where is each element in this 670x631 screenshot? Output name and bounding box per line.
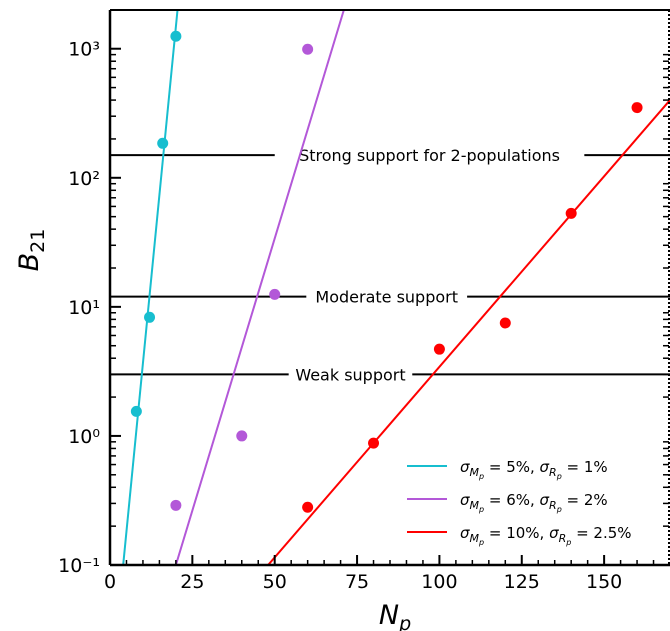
data-point	[157, 137, 169, 149]
data-points	[130, 30, 643, 513]
legend: σMp = 5%, σRp = 1% σMp = 6%, σRp = 2% σMp …	[407, 458, 632, 547]
fit-line	[174, 10, 345, 565]
data-point	[269, 288, 281, 300]
x-tick-label: 0	[104, 571, 116, 593]
data-point	[144, 311, 156, 323]
data-point	[302, 43, 314, 55]
threshold-label: Weak support	[295, 365, 405, 384]
data-point	[499, 317, 511, 329]
y-tick-label: 10²	[68, 168, 100, 190]
threshold-lines: Strong support for 2-populations Moderate…	[110, 146, 670, 384]
fit-line	[267, 99, 670, 565]
legend-label: σMp = 5%, σRp = 1%	[460, 458, 608, 481]
data-point	[302, 501, 314, 513]
data-point	[368, 437, 380, 449]
x-tick-label: 50	[263, 571, 287, 593]
x-tick-label: 25	[180, 571, 204, 593]
data-point	[170, 30, 182, 42]
x-tick-label: 150	[586, 571, 622, 593]
y-tick-label: 10³	[68, 39, 100, 61]
x-tick-label: 125	[504, 571, 540, 593]
legend-label: σMp = 6%, σRp = 2%	[460, 491, 608, 514]
data-point	[565, 207, 577, 219]
x-tick-label: 75	[345, 571, 369, 593]
axes: 0 25 50 75 100 125 150 10⁻¹ 10⁰ 10¹ 10² 10³	[58, 9, 670, 593]
x-axis-label: Np	[379, 600, 411, 631]
data-point	[170, 499, 182, 511]
y-tick-label: 10⁰	[68, 426, 100, 448]
y-axis-label: B21	[14, 229, 49, 272]
y-tick-label: 10¹	[68, 297, 100, 319]
threshold-label: Moderate support	[315, 288, 458, 307]
legend-label: σMp = 10%, σRp = 2.5%	[460, 524, 632, 547]
data-point	[236, 430, 248, 442]
fit-lines	[122, 10, 670, 565]
y-tick-label: 10⁻¹	[58, 555, 100, 577]
threshold-label: Strong support for 2-populations	[299, 146, 560, 165]
data-point	[130, 405, 142, 417]
x-tick-label: 100	[421, 571, 457, 593]
data-point	[631, 102, 643, 114]
data-point	[433, 343, 445, 355]
fit-line	[122, 10, 179, 565]
